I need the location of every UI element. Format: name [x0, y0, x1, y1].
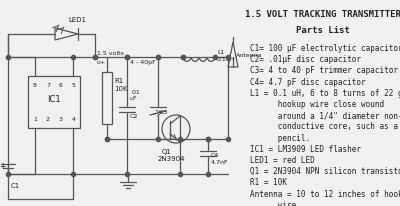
Text: +: + — [0, 161, 5, 170]
Text: uF: uF — [130, 96, 138, 101]
Text: hookup wire close wound: hookup wire close wound — [250, 99, 384, 109]
Text: L1: L1 — [217, 50, 224, 55]
Text: 3: 3 — [59, 116, 63, 121]
Bar — [28, 77, 80, 128]
Text: 4 - 40pF: 4 - 40pF — [130, 60, 156, 65]
Text: C2= .01µF disc capacitor: C2= .01µF disc capacitor — [250, 55, 361, 64]
Text: 6: 6 — [59, 83, 63, 88]
Text: 1: 1 — [33, 116, 37, 121]
Text: LED1 = red LED: LED1 = red LED — [250, 155, 315, 164]
Text: C4= 4.7 pF disc capacitor: C4= 4.7 pF disc capacitor — [250, 77, 366, 86]
Text: Parts List: Parts List — [296, 26, 350, 35]
Text: IC1 = LM3909 LED flasher: IC1 = LM3909 LED flasher — [250, 144, 361, 153]
Text: R1 = 10K: R1 = 10K — [250, 178, 287, 186]
Text: wire.: wire. — [250, 200, 301, 206]
Text: 2: 2 — [46, 116, 50, 121]
Text: pencil.: pencil. — [250, 133, 310, 142]
Text: .01: .01 — [130, 90, 140, 95]
Text: L1 = 0.1 uH, 6 to 8 turns of 22 gauge: L1 = 0.1 uH, 6 to 8 turns of 22 gauge — [250, 88, 400, 97]
Text: 2N3904: 2N3904 — [158, 155, 186, 161]
Text: around a 1/4" diameter non-: around a 1/4" diameter non- — [250, 111, 400, 120]
Text: LED1: LED1 — [68, 17, 86, 23]
Text: C2: C2 — [130, 114, 138, 118]
Text: Q1: Q1 — [162, 148, 172, 154]
Text: C1= 100 µF electrolytic capacitor: C1= 100 µF electrolytic capacitor — [250, 44, 400, 53]
Text: 4.7nF: 4.7nF — [211, 159, 229, 164]
Text: C3: C3 — [160, 109, 168, 115]
Text: o+: o+ — [97, 60, 106, 65]
Text: 7: 7 — [46, 83, 50, 88]
Text: Q1 = 2N3904 NPN silicon transistor: Q1 = 2N3904 NPN silicon transistor — [250, 166, 400, 175]
Text: C3= 4 to 40 pF trimmer capacitor: C3= 4 to 40 pF trimmer capacitor — [250, 66, 398, 75]
Text: 1.5 VOLT TRACKING TRANSMITTER: 1.5 VOLT TRACKING TRANSMITTER — [245, 10, 400, 19]
Text: C4: C4 — [211, 152, 219, 157]
Text: R1: R1 — [114, 78, 123, 84]
Text: 0.1uH: 0.1uH — [217, 57, 236, 62]
Text: conductive core, such as a: conductive core, such as a — [250, 122, 398, 131]
Text: C1: C1 — [11, 182, 20, 188]
Text: IC1: IC1 — [47, 95, 61, 104]
Text: 4: 4 — [72, 116, 76, 121]
Text: 1.5 volts: 1.5 volts — [97, 51, 124, 56]
Text: 5: 5 — [72, 83, 76, 88]
Text: Antenna = 10 to 12 inches of hookup: Antenna = 10 to 12 inches of hookup — [250, 189, 400, 198]
Bar — [102, 73, 112, 124]
Text: Antenna: Antenna — [236, 53, 262, 58]
Text: 8: 8 — [33, 83, 37, 88]
Text: 10K: 10K — [114, 85, 128, 91]
